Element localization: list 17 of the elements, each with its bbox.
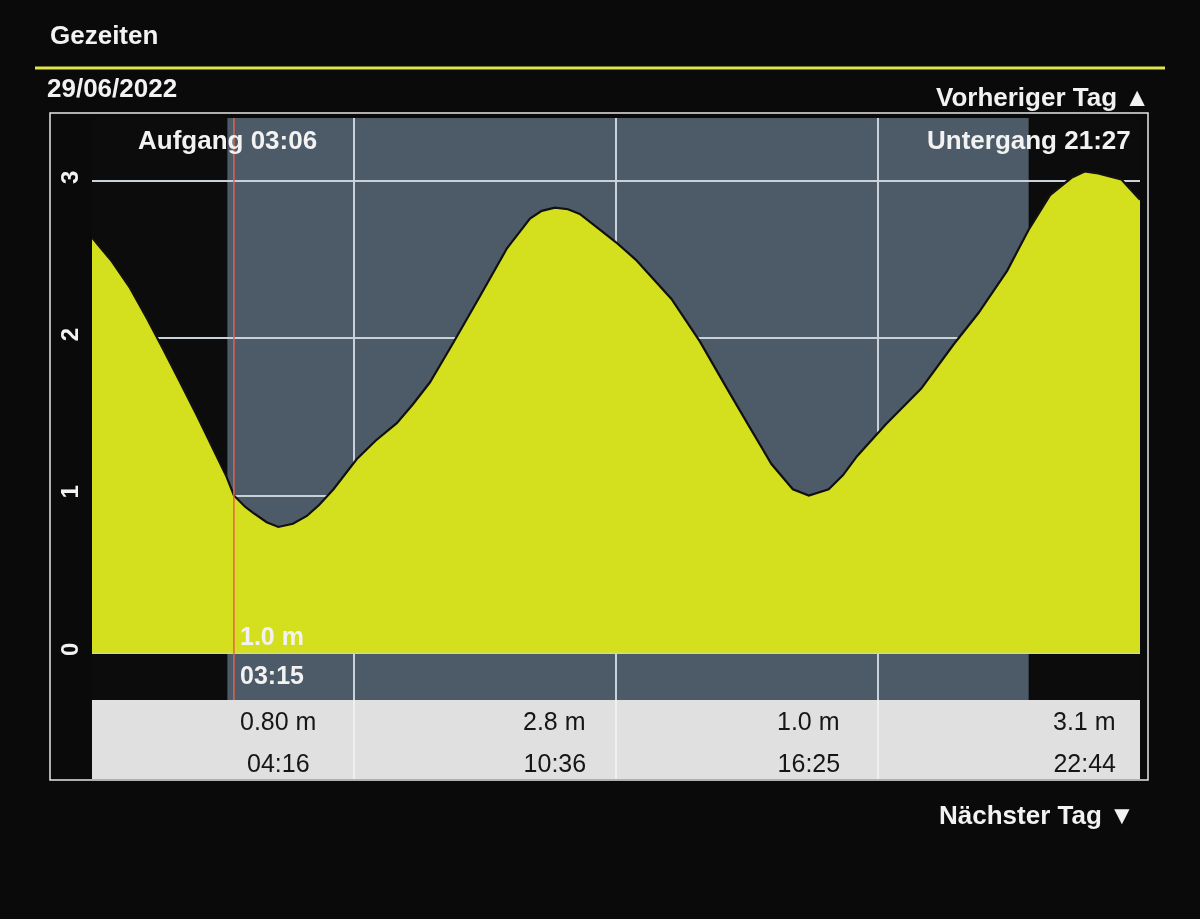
ref-line-label: 1.0 m 03:15 xyxy=(240,622,305,689)
x-tick-label: 04:16 xyxy=(247,749,310,777)
text: 3.1 m xyxy=(1053,707,1116,735)
y-tick-label: 0 xyxy=(56,642,84,656)
text: 1.0 m xyxy=(777,707,840,735)
text: 2.8 m xyxy=(523,707,586,735)
y-tick-label: 3 xyxy=(56,170,84,184)
text: Nächster Tag ▼ xyxy=(939,800,1135,830)
y-tick-label: 1 xyxy=(56,485,84,499)
text: Vorheriger Tag ▲ xyxy=(936,82,1151,112)
x-tick-label: 16:25 xyxy=(777,749,841,777)
chart-subtitle: 29/06/2022 xyxy=(47,73,178,103)
x-tick-label: 22:44 xyxy=(1053,749,1117,777)
y-tick-label: 2 xyxy=(56,327,84,342)
text: 0.80 m xyxy=(240,707,317,735)
x-tick-label: 10:36 xyxy=(523,749,587,777)
chart-title: Gezeiten xyxy=(50,20,159,51)
